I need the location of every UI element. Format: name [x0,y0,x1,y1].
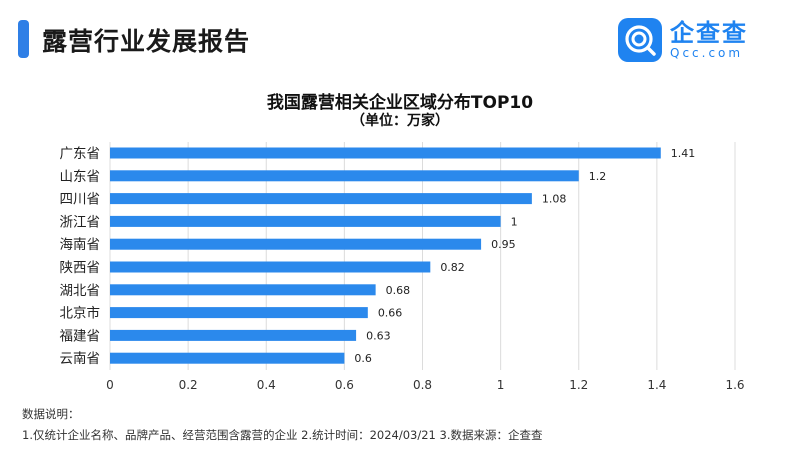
category-label: 广东省 [60,146,101,162]
chart-subtitle: （单位：万家） [351,113,449,129]
x-tick-label: 0.4 [257,378,276,392]
brand-logo: 企查查 Qcc.com [618,18,748,62]
category-label: 山东省 [60,169,101,185]
bar [110,193,532,205]
qichacha-logo-icon [618,18,662,62]
logo-name-en: Qcc.com [670,46,744,60]
category-label: 海南省 [60,237,101,253]
header-accent-bar [18,20,29,58]
category-label: 云南省 [60,351,101,367]
bar [110,329,357,341]
bar [110,215,501,227]
value-label: 1.2 [589,170,607,183]
value-label: 0.66 [378,307,403,320]
logo-name-cn: 企查查 [670,19,748,47]
value-label: 1.08 [542,193,567,206]
value-label: 1.41 [671,147,696,160]
x-tick-label: 0 [106,378,114,392]
category-label: 湖北省 [60,283,101,299]
category-label: 北京市 [60,305,101,322]
x-tick-label: 1 [497,378,505,392]
category-label: 福建省 [60,328,101,344]
x-tick-label: 0.2 [179,378,198,392]
x-tick-label: 0.8 [413,378,432,392]
value-label: 0.82 [440,261,465,274]
value-label: 0.63 [366,329,391,342]
category-label: 浙江省 [60,214,101,230]
category-label: 陕西省 [60,260,101,276]
bar [110,284,376,296]
value-label: 1 [511,215,518,228]
bar [110,238,482,250]
value-label: 0.68 [386,284,411,297]
x-tick-label: 1.6 [725,378,744,392]
notes-heading: 数据说明： [22,407,80,421]
bar [110,307,368,319]
data-notes: 数据说明： 1.仅统计企业名称、品牌产品、经营范围含露营的企业 2.统计时间：2… [22,404,543,446]
bar [110,170,579,182]
chart-title: 我国露营相关企业区域分布TOP10 [266,93,534,113]
x-tick-label: 0.6 [335,378,354,392]
x-tick-label: 1.2 [569,378,588,392]
value-label: 0.6 [354,352,372,365]
x-tick-label: 1.4 [647,378,666,392]
page-title: 露营行业发展报告 [42,27,251,56]
bar [110,352,345,364]
notes-line: 1.仅统计企业名称、品牌产品、经营范围含露营的企业 2.统计时间：2024/03… [22,428,543,442]
category-label: 四川省 [60,192,101,208]
bar [110,147,661,159]
bar [110,261,431,273]
value-label: 0.95 [491,238,516,251]
